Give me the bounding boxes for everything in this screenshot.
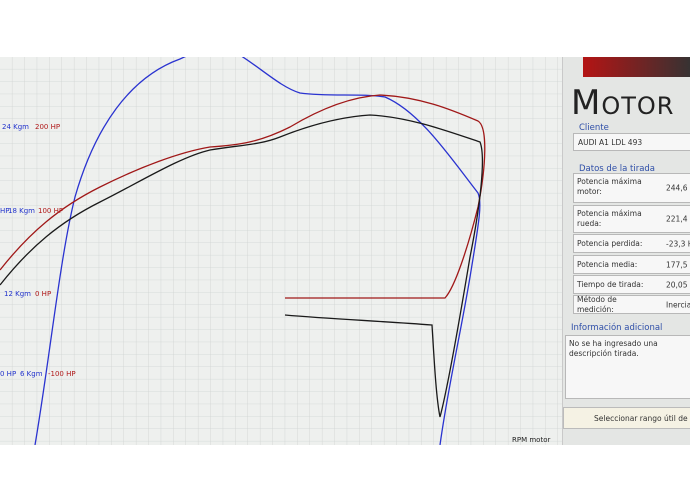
grid [0, 57, 562, 445]
client-heading: Cliente [579, 123, 609, 133]
row-label: Potencia media: [577, 259, 638, 269]
axis-label: 0 HP [35, 290, 51, 298]
axis-label: 100 HP [38, 207, 63, 215]
side-panel: Motor Cliente AUDI A1 LDL 493 Datos de l… [562, 57, 690, 445]
axis-label: 6 Kgm [20, 370, 43, 378]
row-label: Potencia máxima rueda: [577, 209, 642, 228]
data-row: Potencia máxima motor: 244,6 H [573, 173, 690, 203]
data-row: Potencia máxima rueda: 221,4 H [573, 205, 690, 233]
info-text: No se ha ingresado una descripción tirad… [569, 339, 658, 358]
blue-curve [34, 57, 481, 445]
info-box: No se ha ingresado una descripción tirad… [565, 335, 690, 399]
axis-label: 18 Kgm [8, 207, 35, 215]
data-row: Método de medición: Inercial [573, 295, 690, 314]
x-axis-label: RPM motor [512, 436, 550, 444]
client-field: AUDI A1 LDL 493 [573, 133, 690, 151]
row-label: Método de medición: [577, 294, 617, 314]
axis-label: 0 HP [0, 370, 16, 378]
axis-label: 200 HP [35, 123, 60, 131]
row-label: Tiempo de tirada: [577, 279, 644, 289]
axis-label: -100 HP [48, 370, 76, 378]
data-row: Potencia perdida: -23,3 H [573, 234, 690, 253]
logo-graphic [583, 57, 690, 77]
row-value: Inercial [666, 300, 690, 309]
row-value: 20,05 se [666, 280, 690, 289]
row-label: Potencia perdida: [577, 238, 643, 248]
black-curve [0, 114, 484, 418]
data-heading: Datos de la tirada [579, 164, 656, 174]
client-value: AUDI A1 LDL 493 [578, 138, 643, 147]
row-value: -23,3 H [666, 239, 690, 248]
axis-label: HP [0, 207, 10, 215]
screen: 24 Kgm 200 HP HP 18 Kgm 100 HP 12 Kgm 0 HP 0 HP… [0, 57, 690, 445]
data-row: Tiempo de tirada: 20,05 se [573, 275, 690, 294]
axis-label: 12 Kgm [4, 290, 31, 298]
row-value: 177,5 HP [666, 260, 690, 269]
row-label: Potencia máxima motor: [577, 177, 642, 196]
info-heading: Información adicional [571, 323, 663, 333]
select-range-button[interactable]: Seleccionar rango útil de tira [563, 407, 690, 429]
row-value: 221,4 H [666, 214, 690, 224]
row-value: 244,6 H [666, 183, 690, 193]
axis-label: 24 Kgm [2, 123, 29, 131]
logo: Motor [571, 83, 675, 123]
button-label: Seleccionar rango útil de tira [594, 414, 690, 423]
data-row: Potencia media: 177,5 HP [573, 255, 690, 274]
